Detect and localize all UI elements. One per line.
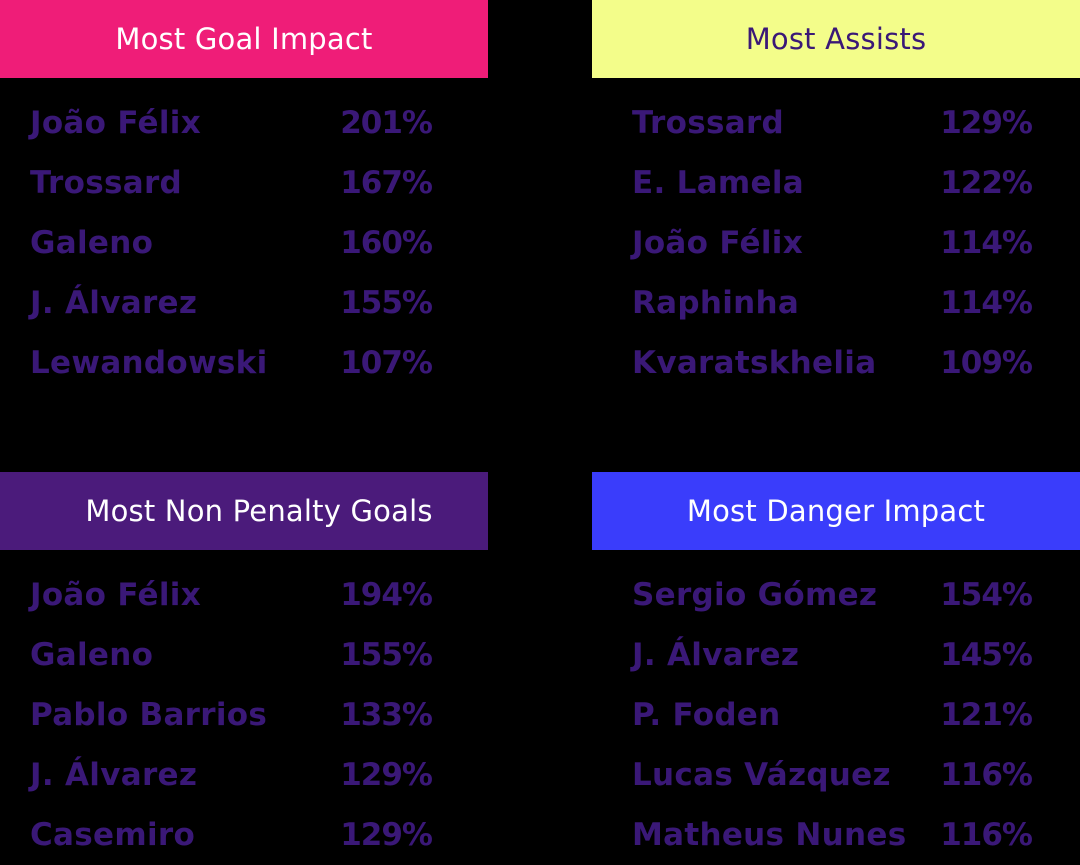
- list-item: Casemiro 129%: [0, 805, 488, 865]
- list-item: João Félix 194%: [0, 565, 488, 625]
- player-name: João Félix: [30, 577, 202, 613]
- player-percentage: 155%: [340, 637, 433, 673]
- player-percentage: 116%: [940, 817, 1033, 853]
- list-item: Lewandowski 107%: [0, 333, 488, 393]
- player-percentage: 121%: [940, 697, 1033, 733]
- list-item: P. Foden 121%: [592, 685, 1080, 745]
- non-penalty-goals-list: João Félix 194% Galeno 155% Pablo Barrio…: [0, 550, 488, 865]
- player-name: Pablo Barrios: [30, 697, 268, 733]
- player-name: Galeno: [30, 225, 154, 261]
- player-percentage: 160%: [340, 225, 433, 261]
- list-item: J. Álvarez 145%: [592, 625, 1080, 685]
- player-name: Galeno: [30, 637, 154, 673]
- goal-impact-header: Most Goal Impact: [0, 0, 488, 78]
- assists-title: Most Assists: [745, 22, 927, 56]
- player-name: J. Álvarez: [30, 757, 198, 793]
- list-item: E. Lamela 122%: [592, 153, 1080, 213]
- danger-impact-panel: Most Danger Impact Sergio Gómez 154% J. …: [592, 472, 1080, 865]
- player-name: João Félix: [30, 105, 202, 141]
- player-percentage: 122%: [940, 165, 1033, 201]
- player-name: João Félix: [632, 225, 804, 261]
- player-name: Matheus Nunes: [632, 817, 907, 853]
- goal-impact-panel: Most Goal Impact João Félix 201% Trossar…: [0, 0, 488, 393]
- player-name: J. Álvarez: [30, 285, 198, 321]
- player-name: Trossard: [632, 105, 785, 141]
- list-item: Kvaratskhelia 109%: [592, 333, 1080, 393]
- player-name: Lewandowski: [30, 345, 268, 381]
- player-name: Kvaratskhelia: [632, 345, 877, 381]
- player-percentage: 116%: [940, 757, 1033, 793]
- player-percentage: 129%: [340, 757, 433, 793]
- player-name: J. Álvarez: [632, 637, 800, 673]
- list-item: Trossard 129%: [592, 93, 1080, 153]
- player-percentage: 155%: [340, 285, 433, 321]
- player-name: Sergio Gómez: [632, 577, 878, 613]
- player-percentage: 167%: [340, 165, 433, 201]
- list-item: Pablo Barrios 133%: [0, 685, 488, 745]
- player-percentage: 194%: [340, 577, 433, 613]
- player-percentage: 114%: [940, 285, 1033, 321]
- non-penalty-goals-title: Most Non Penalty Goals: [85, 494, 433, 528]
- player-percentage: 129%: [940, 105, 1033, 141]
- danger-impact-header: Most Danger Impact: [592, 472, 1080, 550]
- list-item: Galeno 155%: [0, 625, 488, 685]
- player-name: Trossard: [30, 165, 183, 201]
- player-name: P. Foden: [632, 697, 781, 733]
- player-percentage: 133%: [340, 697, 433, 733]
- list-item: Raphinha 114%: [592, 273, 1080, 333]
- player-name: Raphinha: [632, 285, 800, 321]
- assists-panel: Most Assists Trossard 129% E. Lamela 122…: [592, 0, 1080, 393]
- player-name: Lucas Vázquez: [632, 757, 891, 793]
- list-item: Galeno 160%: [0, 213, 488, 273]
- player-percentage: 201%: [340, 105, 433, 141]
- goal-impact-title: Most Goal Impact: [115, 22, 373, 56]
- assists-list: Trossard 129% E. Lamela 122% João Félix …: [592, 78, 1080, 393]
- list-item: Trossard 167%: [0, 153, 488, 213]
- danger-impact-title: Most Danger Impact: [686, 494, 986, 528]
- non-penalty-goals-panel: Most Non Penalty Goals João Félix 194% G…: [0, 472, 488, 865]
- player-percentage: 154%: [940, 577, 1033, 613]
- player-percentage: 107%: [340, 345, 433, 381]
- player-percentage: 109%: [940, 345, 1033, 381]
- list-item: João Félix 114%: [592, 213, 1080, 273]
- assists-header: Most Assists: [592, 0, 1080, 78]
- list-item: Lucas Vázquez 116%: [592, 745, 1080, 805]
- player-percentage: 114%: [940, 225, 1033, 261]
- list-item: Sergio Gómez 154%: [592, 565, 1080, 625]
- list-item: João Félix 201%: [0, 93, 488, 153]
- goal-impact-list: João Félix 201% Trossard 167% Galeno 160…: [0, 78, 488, 393]
- non-penalty-goals-header: Most Non Penalty Goals: [0, 472, 488, 550]
- player-percentage: 145%: [940, 637, 1033, 673]
- list-item: J. Álvarez 129%: [0, 745, 488, 805]
- danger-impact-list: Sergio Gómez 154% J. Álvarez 145% P. Fod…: [592, 550, 1080, 865]
- player-name: Casemiro: [30, 817, 196, 853]
- list-item: J. Álvarez 155%: [0, 273, 488, 333]
- player-percentage: 129%: [340, 817, 433, 853]
- player-name: E. Lamela: [632, 165, 804, 201]
- list-item: Matheus Nunes 116%: [592, 805, 1080, 865]
